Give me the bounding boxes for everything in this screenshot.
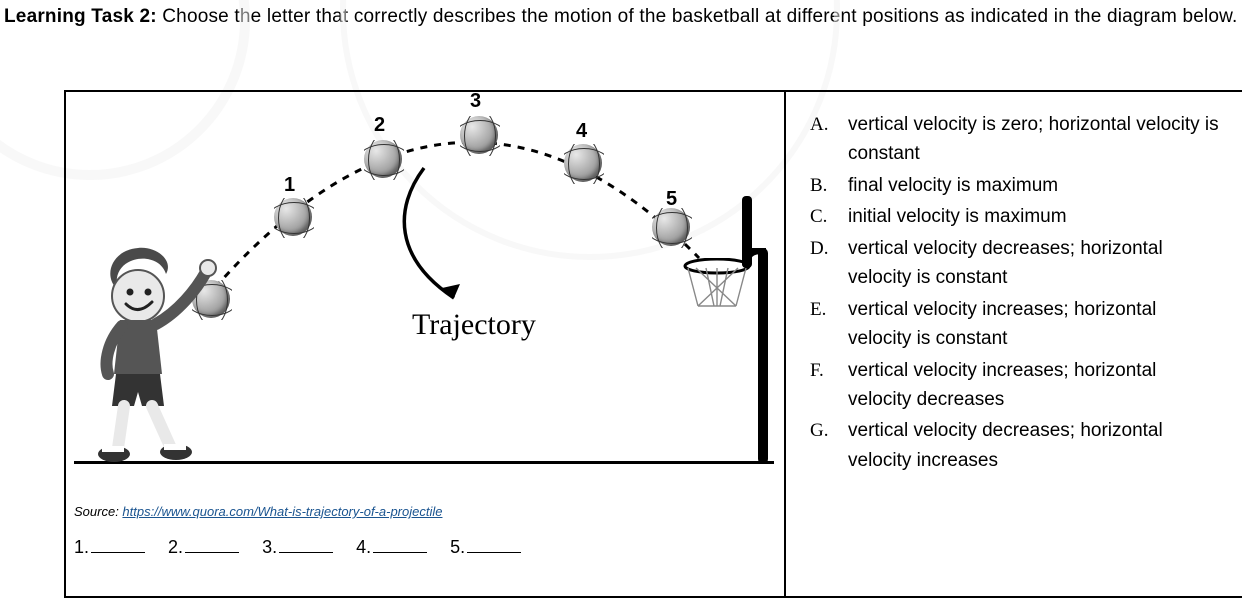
blank-1[interactable] <box>91 539 145 553</box>
option-letter-C: C. <box>810 202 838 231</box>
ball-position-3 <box>460 116 498 154</box>
answer-num-2: 2. <box>168 537 183 557</box>
blank-2[interactable] <box>185 539 239 553</box>
ball-position-4 <box>564 144 602 182</box>
option-text-E: vertical velocity increases; horizontal … <box>848 295 1222 354</box>
option-text-D: vertical velocity decreases; horizontal … <box>848 234 1222 293</box>
content-frame: 1 2 3 4 5 Trajectory <box>64 90 1242 598</box>
task-label: Learning Task 2: <box>4 6 157 27</box>
option-text-G: vertical velocity decreases; horizontal … <box>848 416 1222 475</box>
trajectory-text-label: Trajectory <box>412 308 536 342</box>
position-label-4: 4 <box>576 120 587 143</box>
answer-num-1: 1. <box>74 537 89 557</box>
source-line: Source: https://www.quora.com/What-is-tr… <box>74 504 776 519</box>
task-instructions: Choose the letter that correctly describ… <box>162 6 1237 27</box>
option-letter-E: E. <box>810 295 838 354</box>
answer-blanks: 1. 2. 3. 4. 5. <box>74 537 776 558</box>
option-text-F: vertical velocity increases; horizontal … <box>848 356 1222 415</box>
answer-num-5: 5. <box>450 537 465 557</box>
blank-3[interactable] <box>279 539 333 553</box>
position-label-5: 5 <box>666 188 677 211</box>
ball-position-5 <box>652 208 690 246</box>
hoop-post <box>758 248 768 464</box>
ball-position-2 <box>364 140 402 178</box>
blank-4[interactable] <box>373 539 427 553</box>
option-letter-F: F. <box>810 356 838 415</box>
child-figure <box>78 242 218 462</box>
option-text-C: initial velocity is maximum <box>848 202 1222 231</box>
options-list: A. vertical velocity is zero; horizontal… <box>810 110 1222 475</box>
trajectory-diagram: 1 2 3 4 5 Trajectory <box>74 98 774 498</box>
option-letter-D: D. <box>810 234 838 293</box>
source-link[interactable]: https://www.quora.com/What-is-trajectory… <box>122 504 442 519</box>
position-label-1: 1 <box>284 174 295 197</box>
position-label-2: 2 <box>374 114 385 137</box>
option-text-A: vertical velocity is zero; horizontal ve… <box>848 110 1222 169</box>
diagram-panel: 1 2 3 4 5 Trajectory <box>66 92 786 596</box>
blank-5[interactable] <box>467 539 521 553</box>
ball-position-1 <box>274 198 312 236</box>
options-panel: A. vertical velocity is zero; horizontal… <box>786 92 1242 596</box>
answer-num-3: 3. <box>262 537 277 557</box>
task-header: Learning Task 2: Choose the letter that … <box>0 0 1254 30</box>
source-prefix: Source: <box>74 504 122 519</box>
option-letter-G: G. <box>810 416 838 475</box>
hoop-bracket <box>742 248 772 278</box>
position-label-3: 3 <box>470 90 481 113</box>
option-text-B: final velocity is maximum <box>848 171 1222 200</box>
option-letter-A: A. <box>810 110 838 169</box>
option-letter-B: B. <box>810 171 838 200</box>
answer-num-4: 4. <box>356 537 371 557</box>
